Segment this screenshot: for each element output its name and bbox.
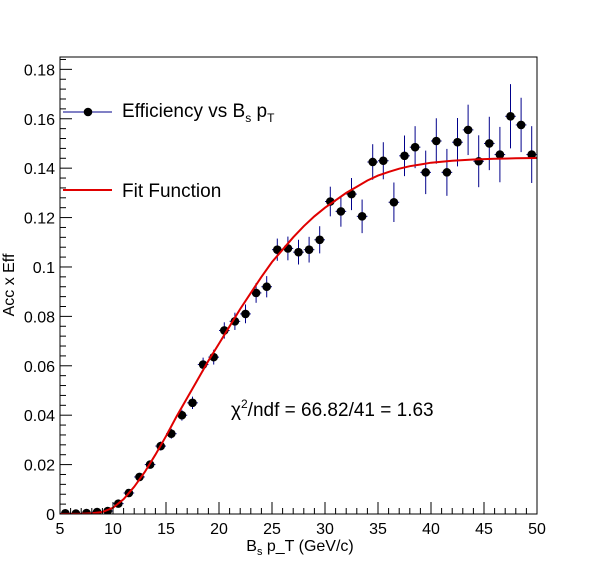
data-point <box>485 139 494 148</box>
data-point <box>262 282 272 292</box>
data-point <box>251 288 261 298</box>
data-point <box>516 120 526 130</box>
legend: Efficiency vs Bs pT Fit Function <box>63 101 275 202</box>
data-point <box>177 410 187 420</box>
x-tick-label: 15 <box>157 521 175 538</box>
data-point <box>357 212 367 221</box>
data-point <box>442 168 452 177</box>
chi2-annotation: χ2/ndf = 66.82/41 = 1.63 <box>231 397 434 421</box>
y-axis-title: Acc x Eff <box>1 253 18 316</box>
legend-efficiency-sub1: s <box>245 111 251 125</box>
plot-marks <box>60 84 537 514</box>
x-tick-label: 35 <box>369 521 387 538</box>
y-tick-label: 0.06 <box>24 359 55 376</box>
data-point <box>315 235 325 245</box>
y-tick-label: 0.16 <box>24 112 55 129</box>
y-tick-label: 0.12 <box>24 211 55 228</box>
data-point <box>463 125 473 135</box>
legend-fit-label: Fit Function <box>122 181 221 202</box>
plot-frame <box>59 56 538 515</box>
legend-efficiency-marker <box>83 107 93 117</box>
data-point <box>230 317 240 326</box>
chi2-superscript: 2 <box>241 397 248 411</box>
x-tick-label: 5 <box>56 521 65 538</box>
chi2-symbol: χ <box>231 400 241 421</box>
data-point <box>188 398 197 408</box>
plot-area <box>60 84 537 514</box>
x-tick-label: 45 <box>475 521 493 538</box>
data-point <box>495 150 505 159</box>
y-tick-label: 0 <box>46 507 55 524</box>
data-point <box>400 151 409 161</box>
data-point <box>527 150 536 159</box>
data-point <box>421 168 431 177</box>
y-tick-label: 0.14 <box>24 161 55 178</box>
y-tick-label: 0.08 <box>24 309 55 326</box>
fit-curve <box>60 157 537 514</box>
x-axis-title-rest: p_T (GeV/c) <box>262 538 353 555</box>
data-point <box>241 309 250 319</box>
data-point <box>453 137 462 147</box>
data-point <box>294 247 303 257</box>
x-axis-title-main: B <box>246 538 257 555</box>
legend-efficiency-main: Efficiency vs B <box>122 101 245 122</box>
data-point <box>379 156 388 166</box>
data-point <box>304 245 314 254</box>
x-tick-label: 10 <box>104 521 122 538</box>
axes: 5 10 15 20 25 30 35 40 45 50 0 0.02 0.04 0.06 0.08 0.1 0… <box>24 56 546 538</box>
y-tick-label: 0.02 <box>24 458 55 475</box>
data-point <box>368 157 378 167</box>
x-tick-label: 25 <box>263 521 281 538</box>
data-point <box>71 509 81 514</box>
data-point <box>506 111 515 121</box>
data-point <box>61 508 70 514</box>
x-tick-label: 40 <box>422 521 440 538</box>
data-point <box>389 197 399 207</box>
data-point <box>336 207 346 216</box>
data-point <box>410 142 420 152</box>
x-axis-title: Bs p_T (GeV/c) <box>246 538 353 558</box>
legend-efficiency-label: Efficiency vs Bs pT <box>122 101 275 125</box>
legend-efficiency-sub2: T <box>267 111 275 125</box>
data-point <box>432 136 441 146</box>
x-tick-label: 30 <box>316 521 334 538</box>
x-tick-label: 20 <box>210 521 228 538</box>
chi2-text: /ndf = 66.82/41 = 1.63 <box>248 400 434 421</box>
y-tick-label: 0.1 <box>33 260 55 277</box>
y-tick-label: 0.04 <box>24 408 55 425</box>
y-tick-label: 0.18 <box>24 62 55 79</box>
legend-efficiency-mid: p <box>251 101 267 122</box>
x-tick-label: 50 <box>528 521 546 538</box>
x-axis-title-sub: s <box>257 546 263 558</box>
